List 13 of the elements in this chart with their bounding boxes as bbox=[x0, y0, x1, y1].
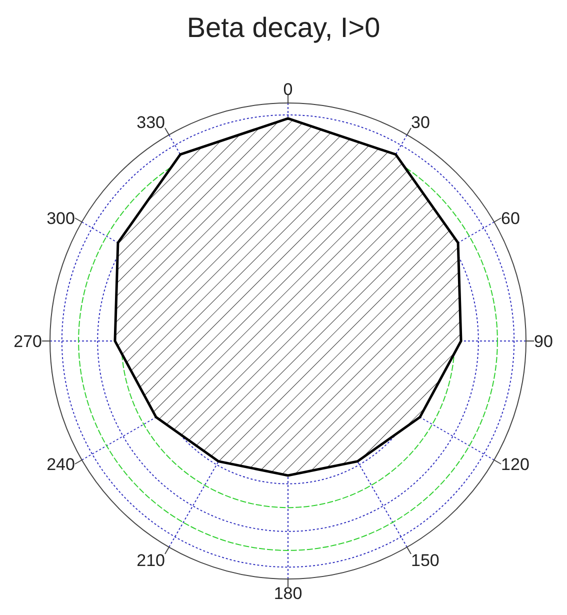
chart-title: Beta decay, I>0 bbox=[186, 11, 382, 45]
spoke-label: 60 bbox=[501, 209, 520, 228]
spoke-label: 300 bbox=[46, 209, 75, 228]
spoke-label: 270 bbox=[14, 332, 42, 352]
spoke-label: 240 bbox=[46, 455, 75, 474]
spoke-label: 0 bbox=[283, 80, 293, 99]
spoke-label: 90 bbox=[534, 332, 553, 352]
spoke-label: 180 bbox=[274, 584, 302, 604]
spoke-label: 330 bbox=[136, 112, 165, 132]
spoke-label: 150 bbox=[411, 551, 440, 570]
spoke-label: 30 bbox=[411, 112, 430, 132]
spoke-label: 120 bbox=[501, 455, 530, 474]
spoke-label: 210 bbox=[136, 551, 165, 570]
